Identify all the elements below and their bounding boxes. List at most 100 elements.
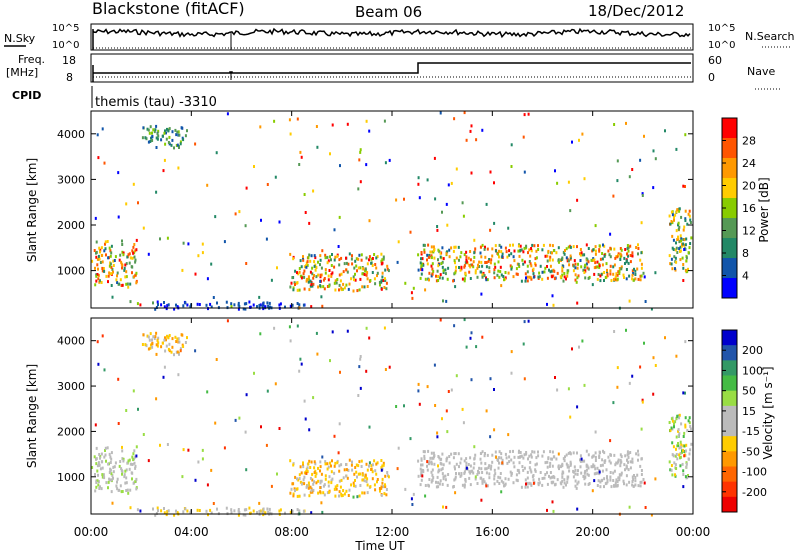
velocity-echo-890 bbox=[437, 470, 440, 474]
velocity-echo-1102 bbox=[163, 365, 166, 369]
power-echo-365 bbox=[309, 279, 312, 283]
velocity-echo-944 bbox=[674, 454, 677, 458]
power-echo-1077 bbox=[184, 301, 187, 305]
power-echo-1167 bbox=[352, 289, 355, 293]
velocity-echo-1293 bbox=[125, 409, 128, 412]
velocity-echo-1061 bbox=[163, 511, 166, 515]
power-echo-521 bbox=[628, 274, 631, 278]
velocity-echo-1265 bbox=[147, 459, 150, 463]
velocity-echo-798 bbox=[616, 480, 619, 483]
velocity-echo-1237 bbox=[616, 385, 619, 389]
power-echo-787 bbox=[448, 248, 451, 252]
power-tick-label-1: 24 bbox=[742, 157, 756, 170]
velocity-echo-285 bbox=[296, 494, 299, 498]
power-echo-715 bbox=[534, 257, 537, 261]
velocity-echo-671 bbox=[558, 467, 560, 471]
power-echo-1027 bbox=[233, 303, 236, 307]
power-echo-611 bbox=[642, 271, 645, 275]
power-echo-1039 bbox=[198, 303, 201, 306]
power-echo-1297 bbox=[223, 240, 226, 244]
power-echo-712 bbox=[441, 260, 444, 264]
velocity-echo-7 bbox=[126, 488, 129, 492]
power-echo-1195 bbox=[675, 147, 678, 151]
velocity-echo-709 bbox=[569, 462, 572, 466]
power-echo-687 bbox=[538, 275, 541, 279]
power-echo-479 bbox=[437, 279, 440, 282]
power-echo-594 bbox=[528, 260, 531, 263]
power-echo-215 bbox=[315, 266, 318, 269]
velocity-echo-183 bbox=[166, 334, 168, 338]
power-echo-184 bbox=[152, 128, 155, 132]
velocity-echo-391 bbox=[361, 473, 364, 477]
velocity-echo-629 bbox=[498, 450, 501, 454]
velocity-echo-602 bbox=[481, 479, 484, 483]
velocity-swatch-2 bbox=[722, 360, 737, 376]
power-echo-324 bbox=[306, 263, 309, 267]
power-echo-45 bbox=[127, 253, 130, 257]
power-echo-1096 bbox=[333, 228, 336, 232]
power-echo-110 bbox=[130, 265, 133, 269]
velocity-echo-614 bbox=[423, 454, 426, 458]
power-echo-483 bbox=[469, 258, 472, 262]
power-echo-1224 bbox=[682, 184, 685, 188]
velocity-echo-714 bbox=[598, 454, 601, 458]
power-echo-846 bbox=[584, 264, 587, 268]
power-echo-292 bbox=[330, 273, 333, 276]
power-echo-80 bbox=[131, 256, 134, 260]
power-echo-901 bbox=[490, 258, 493, 262]
velocity-echo-721 bbox=[480, 467, 483, 471]
velocity-echo-78 bbox=[95, 481, 98, 484]
velocity-echo-1242 bbox=[424, 494, 427, 498]
velocity-echo-1167 bbox=[352, 495, 355, 499]
velocity-echo-916 bbox=[441, 482, 444, 486]
velocity-echo-764 bbox=[569, 460, 572, 464]
velocity-echo-726 bbox=[439, 458, 442, 462]
power-echo-998 bbox=[685, 237, 688, 241]
power-echo-1168 bbox=[404, 281, 407, 285]
velocity-echo-810 bbox=[608, 459, 611, 463]
power-echo-801 bbox=[593, 258, 596, 262]
velocity-echo-692 bbox=[467, 463, 470, 466]
velocity-echo-133 bbox=[174, 335, 177, 339]
velocity-echo-397 bbox=[289, 459, 292, 463]
velocity-echo-834 bbox=[592, 454, 595, 458]
power-echo-251 bbox=[313, 274, 315, 277]
velocity-echo-487 bbox=[619, 453, 622, 457]
power-echo-703 bbox=[586, 258, 589, 262]
power-echo-678 bbox=[622, 273, 625, 277]
velocity-echo-866 bbox=[553, 483, 556, 487]
velocity-echo-155 bbox=[155, 331, 158, 335]
velocity-echo-118 bbox=[115, 484, 118, 488]
velocity-echo-339 bbox=[354, 466, 357, 469]
velocity-echo-464 bbox=[484, 452, 486, 455]
power-echo-315 bbox=[312, 282, 315, 286]
velocity-echo-168 bbox=[147, 335, 150, 339]
nave-tick-bottom: 0 bbox=[708, 71, 715, 84]
power-echo-842 bbox=[595, 265, 598, 269]
power-echo-475 bbox=[596, 260, 599, 264]
power-echo-643 bbox=[620, 265, 623, 269]
power-echo-462 bbox=[542, 243, 545, 247]
velocity-echo-909 bbox=[463, 470, 466, 474]
velocity-echo-463 bbox=[498, 456, 500, 460]
velocity-echo-1111 bbox=[643, 341, 645, 345]
power-echo-121 bbox=[177, 133, 180, 137]
power-echo-684 bbox=[439, 255, 442, 259]
velocity-echo-440 bbox=[450, 452, 453, 456]
power-echo-237 bbox=[376, 274, 378, 278]
velocity-echo-184 bbox=[152, 335, 155, 339]
power-echo-867 bbox=[586, 266, 589, 270]
power-echo-508 bbox=[592, 257, 595, 261]
velocity-echo-520 bbox=[521, 465, 524, 468]
power-echo-501 bbox=[627, 254, 629, 258]
velocity-swatch-8 bbox=[722, 451, 737, 467]
power-echo-877 bbox=[594, 261, 597, 265]
velocity-echo-970 bbox=[669, 428, 672, 432]
power-echo-1194 bbox=[510, 143, 513, 147]
power-echo-1222 bbox=[683, 248, 686, 251]
velocity-echo-823 bbox=[517, 450, 520, 454]
velocity-echo-1057 bbox=[278, 509, 281, 513]
power-echo-502 bbox=[599, 279, 602, 283]
power-echo-1058 bbox=[175, 303, 177, 307]
velocity-echo-493 bbox=[603, 451, 606, 455]
